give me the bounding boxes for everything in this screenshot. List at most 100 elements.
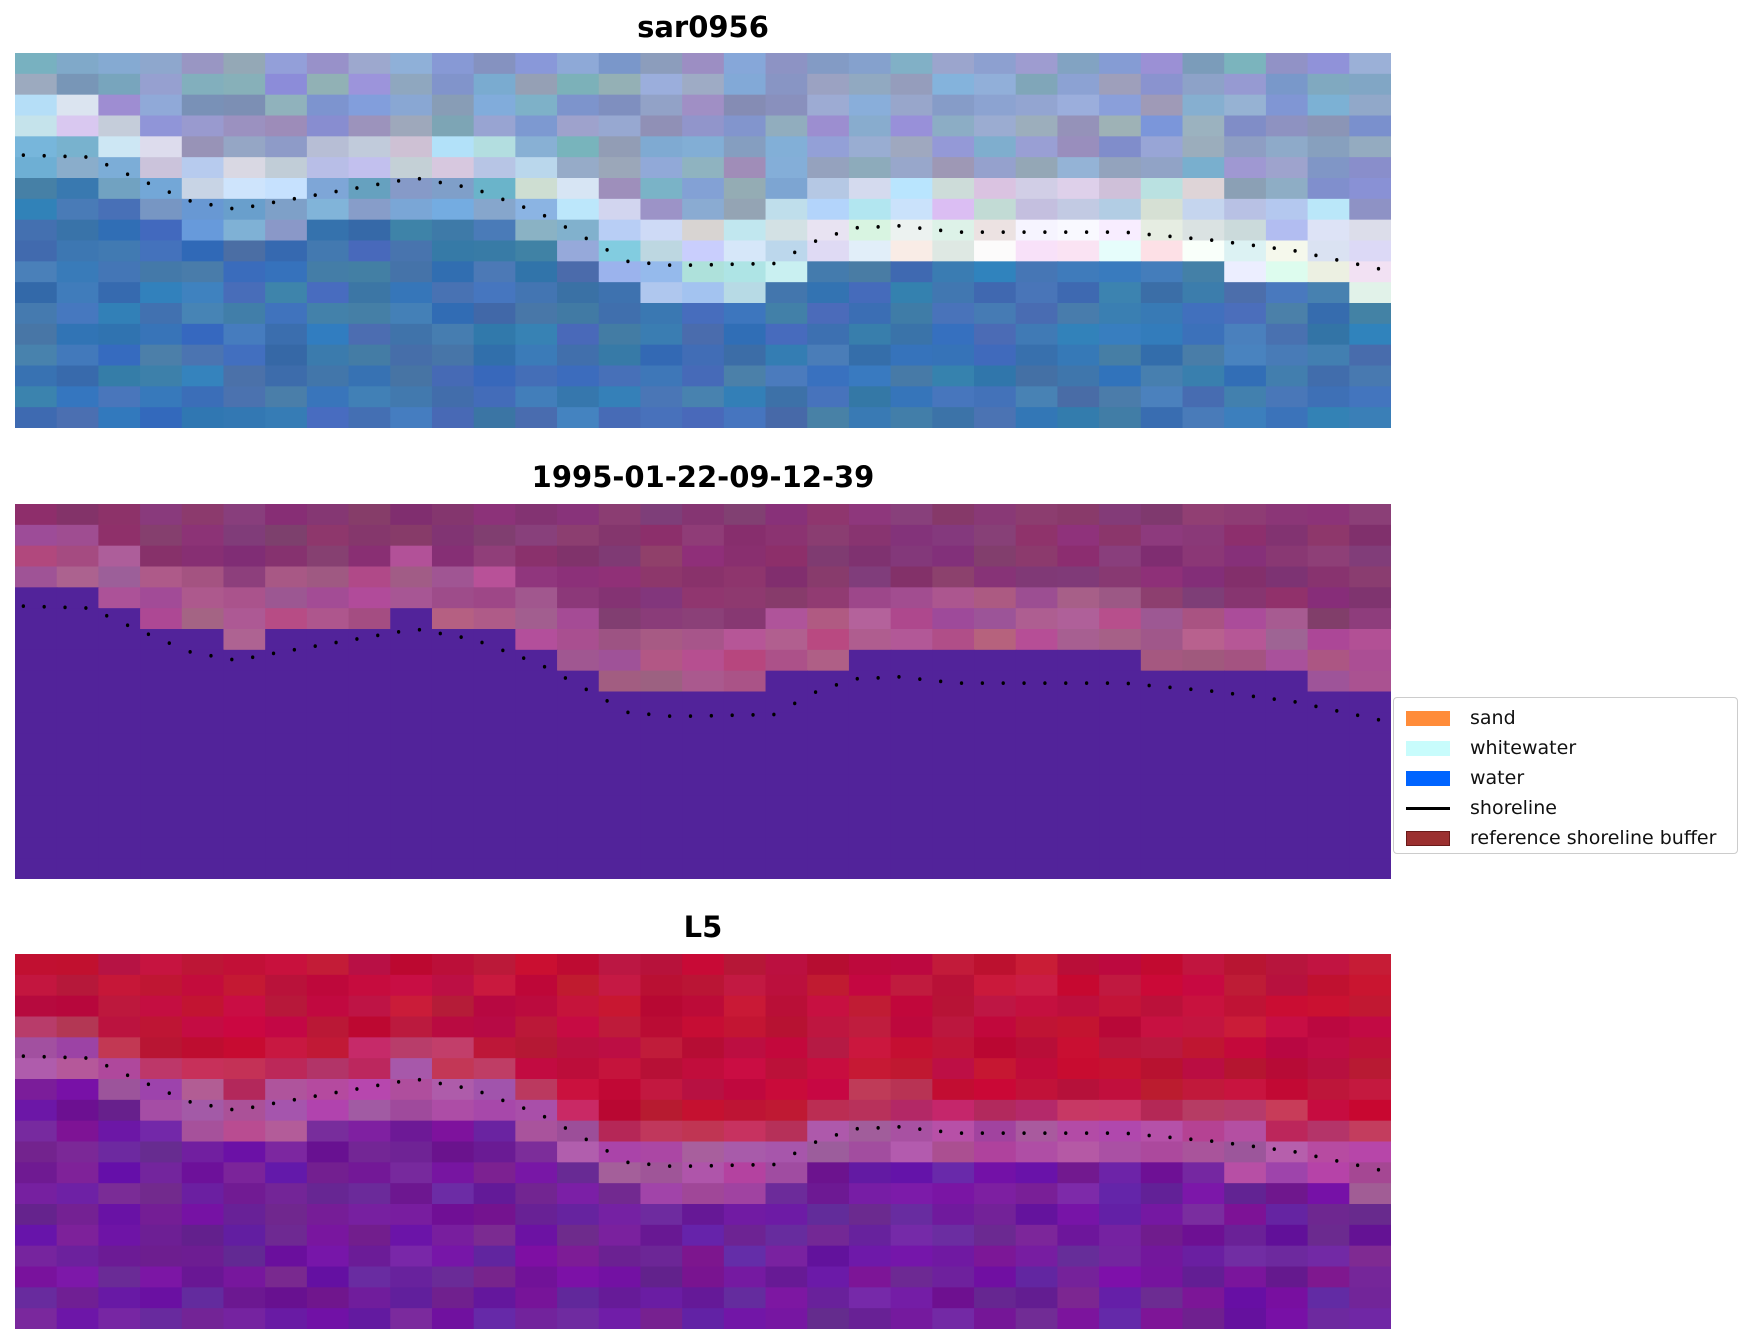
image-pixel <box>848 816 892 838</box>
image-pixel <box>56 157 100 179</box>
image-pixel <box>1307 53 1351 75</box>
image-pixel <box>682 1099 725 1122</box>
image-pixel <box>140 1016 183 1038</box>
image-pixel <box>348 691 392 713</box>
image-pixel <box>306 1058 350 1080</box>
shoreline-point <box>1251 694 1256 699</box>
image-pixel <box>431 545 475 567</box>
image-pixel <box>1349 670 1391 692</box>
image-pixel <box>140 712 183 734</box>
image-pixel <box>1015 1162 1059 1184</box>
shoreline-point <box>355 637 359 641</box>
image-pixel <box>848 1245 892 1267</box>
image-pixel <box>1349 157 1391 179</box>
image-pixel <box>431 365 475 387</box>
image-pixel <box>1307 954 1351 976</box>
image-pixel <box>223 712 267 734</box>
image-pixel <box>598 1037 642 1059</box>
image-pixel <box>598 365 642 387</box>
image-pixel <box>1265 995 1309 1017</box>
image-pixel <box>974 774 1017 797</box>
image-pixel <box>1057 712 1100 734</box>
image-pixel <box>1057 53 1100 75</box>
image-pixel <box>181 1245 225 1267</box>
image-pixel <box>598 837 642 859</box>
image-pixel <box>348 733 392 755</box>
image-pixel <box>223 566 267 588</box>
image-pixel <box>974 303 1017 325</box>
image-pixel <box>1057 1245 1100 1267</box>
image-pixel <box>56 240 100 262</box>
image-pixel <box>265 240 308 262</box>
image-pixel <box>1015 240 1059 262</box>
image-pixel <box>807 1245 850 1267</box>
image-pixel <box>890 1183 934 1205</box>
image-pixel <box>98 1037 141 1059</box>
image-pixel <box>140 323 183 346</box>
image-pixel <box>515 1287 558 1309</box>
image-pixel <box>640 524 683 547</box>
image-pixel <box>557 504 600 526</box>
image-pixel <box>515 407 558 428</box>
image-pixel <box>348 1037 392 1059</box>
image-pixel <box>1140 733 1184 755</box>
image-pixel <box>598 733 642 755</box>
image-pixel <box>1307 504 1351 526</box>
shoreline-point <box>1210 1139 1214 1143</box>
image-pixel <box>181 240 225 262</box>
image-pixel <box>932 115 975 137</box>
image-pixel <box>765 1162 809 1184</box>
image-pixel <box>682 53 725 75</box>
shoreline-point <box>709 1163 714 1168</box>
image-pixel <box>431 795 475 817</box>
image-panel-index <box>15 954 1391 1329</box>
image-pixel <box>848 115 892 137</box>
image-pixel <box>306 858 350 879</box>
image-pixel <box>56 115 100 137</box>
image-pixel <box>140 94 183 116</box>
image-pixel <box>640 629 683 651</box>
image-pixel <box>1224 504 1267 526</box>
image-pixel <box>348 995 392 1017</box>
image-pixel <box>140 566 183 588</box>
image-pixel <box>557 712 600 734</box>
image-pixel <box>1182 1224 1226 1247</box>
image-pixel <box>557 240 600 262</box>
image-pixel <box>473 198 517 221</box>
image-pixel <box>56 178 100 200</box>
image-pixel <box>1182 303 1226 325</box>
image-pixel <box>1057 1308 1100 1329</box>
image-pixel <box>348 1183 392 1205</box>
image-pixel <box>390 115 433 137</box>
image-pixel <box>1057 94 1100 116</box>
image-pixel <box>765 712 809 734</box>
image-pixel <box>56 303 100 325</box>
shoreline-point <box>376 1083 380 1088</box>
image-pixel <box>598 974 642 997</box>
shoreline-point <box>459 184 463 189</box>
image-pixel <box>265 995 308 1017</box>
image-pixel <box>640 1141 683 1163</box>
image-pixel <box>1057 545 1100 567</box>
image-pixel <box>1015 995 1059 1017</box>
image-pixel <box>265 504 308 526</box>
shoreline-point <box>855 1126 859 1131</box>
image-pixel <box>98 733 141 755</box>
image-pixel <box>1140 53 1184 75</box>
image-pixel <box>306 754 350 776</box>
image-pixel <box>431 1224 475 1247</box>
image-pixel <box>473 1058 517 1080</box>
shoreline-point <box>251 204 255 209</box>
shoreline-point <box>730 1163 734 1168</box>
image-pixel <box>1182 858 1226 879</box>
image-pixel <box>1224 1079 1267 1101</box>
image-pixel <box>807 323 850 346</box>
image-pixel <box>181 1037 225 1059</box>
image-pixel <box>1140 712 1184 734</box>
image-pixel <box>1307 754 1351 776</box>
image-pixel <box>723 344 767 366</box>
image-pixel <box>1099 816 1142 838</box>
image-pixel <box>1182 1120 1226 1142</box>
image-pixel <box>640 712 683 734</box>
image-pixel <box>1182 157 1226 179</box>
